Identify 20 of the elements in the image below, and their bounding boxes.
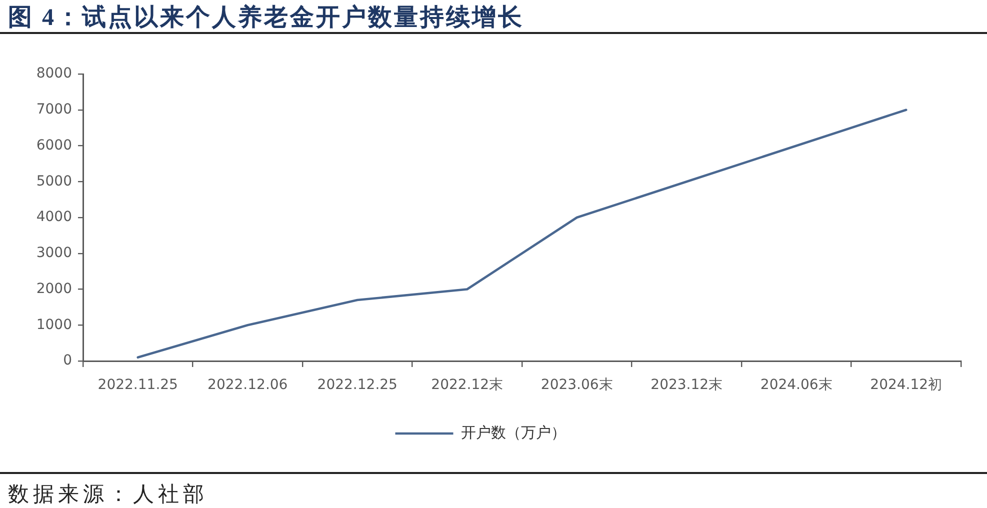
x-tick-label: 2022.12.06 xyxy=(208,377,288,394)
y-tick-label: 2000 xyxy=(36,280,72,297)
y-tick-label: 8000 xyxy=(36,66,72,82)
chart-title: 图 4：试点以来个人养老金开户数量持续增长 xyxy=(8,3,524,33)
y-tick-label: 0 xyxy=(63,352,72,369)
source-note: 数据来源：人社部 xyxy=(8,481,208,508)
x-tick-label: 2024.12初 xyxy=(870,377,942,394)
x-tick-label: 2022.12.25 xyxy=(317,377,398,394)
y-tick-label: 4000 xyxy=(36,209,72,226)
x-tick-label: 2023.06末 xyxy=(540,377,613,394)
x-tick-label: 2022.11.25 xyxy=(98,377,178,394)
y-tick-label: 3000 xyxy=(36,245,72,262)
y-tick-label: 1000 xyxy=(36,316,72,333)
x-tick-label: 2023.12末 xyxy=(650,377,723,394)
legend-label: 开户数（万户） xyxy=(460,423,566,442)
y-tick-label: 6000 xyxy=(36,137,72,154)
x-tick-label: 2024.06末 xyxy=(760,377,832,394)
x-tick-label: 2022.12末 xyxy=(431,377,504,394)
y-tick-label: 7000 xyxy=(36,102,72,118)
y-tick-label: 5000 xyxy=(36,173,72,190)
